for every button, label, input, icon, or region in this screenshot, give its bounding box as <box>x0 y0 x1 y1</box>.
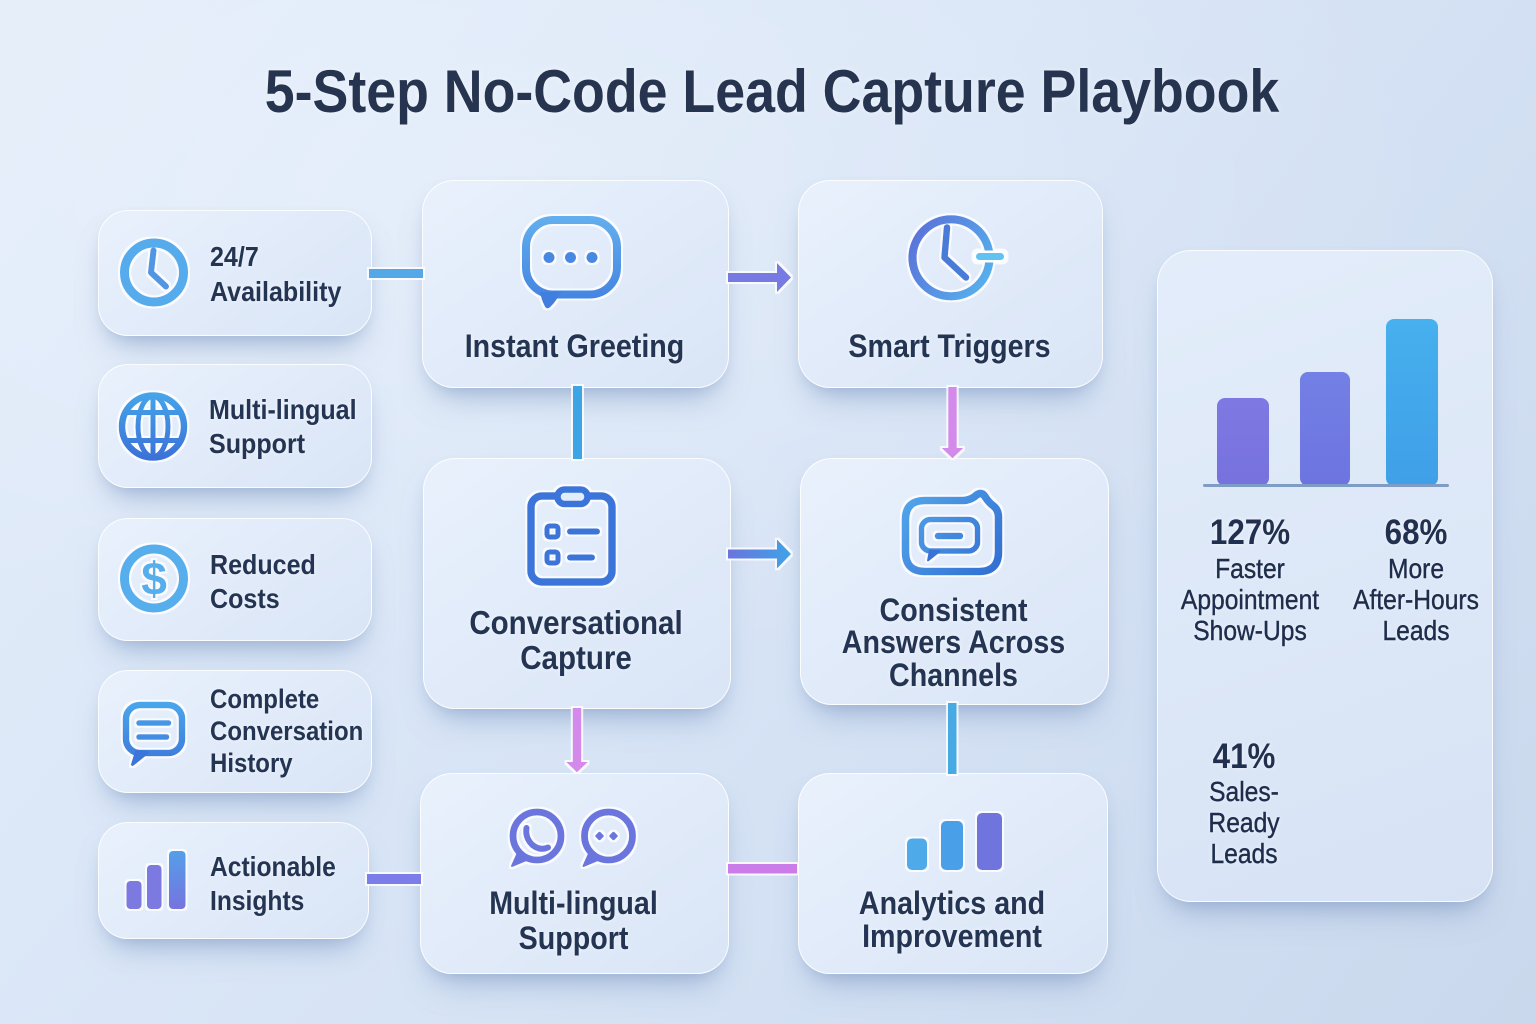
svg-text:$: $ <box>141 553 167 605</box>
